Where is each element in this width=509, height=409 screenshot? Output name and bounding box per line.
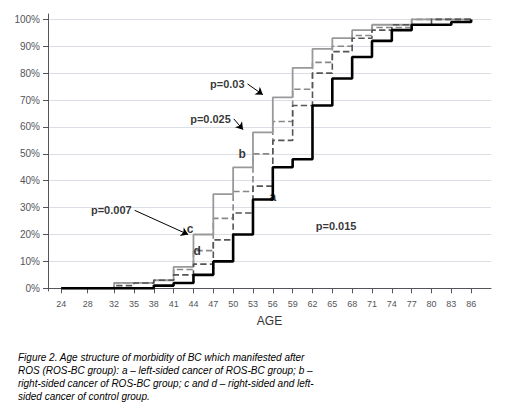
svg-text:77: 77 <box>407 299 417 309</box>
svg-text:32: 32 <box>109 299 119 309</box>
svg-text:60%: 60% <box>20 121 40 132</box>
svg-text:50: 50 <box>228 299 238 309</box>
svg-text:right-sided cancer of ROS-BC g: right-sided cancer of ROS-BC group; c an… <box>18 378 314 389</box>
svg-text:90%: 90% <box>20 41 40 52</box>
svg-text:59: 59 <box>288 299 298 309</box>
svg-text:24: 24 <box>56 299 66 309</box>
svg-text:30%: 30% <box>20 202 40 213</box>
svg-text:20%: 20% <box>20 229 40 240</box>
svg-text:a: a <box>270 190 277 204</box>
svg-text:sided cancer of control group.: sided cancer of control group. <box>18 391 150 402</box>
svg-text:35: 35 <box>129 299 139 309</box>
svg-text:40%: 40% <box>20 175 40 186</box>
svg-text:c: c <box>187 222 194 236</box>
svg-text:p=0.025: p=0.025 <box>190 113 231 125</box>
svg-text:80%: 80% <box>20 68 40 79</box>
svg-text:80: 80 <box>426 299 436 309</box>
svg-text:41: 41 <box>169 299 179 309</box>
svg-text:83: 83 <box>446 299 456 309</box>
svg-text:p=0.015: p=0.015 <box>316 220 357 232</box>
svg-text:56: 56 <box>268 299 278 309</box>
svg-text:10%: 10% <box>20 256 40 267</box>
svg-text:p=0.007: p=0.007 <box>91 204 132 216</box>
svg-text:100%: 100% <box>14 14 40 25</box>
svg-text:62: 62 <box>307 299 317 309</box>
svg-text:47: 47 <box>208 299 218 309</box>
svg-text:p=0.03: p=0.03 <box>210 78 245 90</box>
svg-text:74: 74 <box>387 299 397 309</box>
svg-text:68: 68 <box>347 299 357 309</box>
svg-text:ROS (ROS-BC group): a – left-s: ROS (ROS-BC group): a – left-sided cance… <box>18 365 313 376</box>
svg-text:70%: 70% <box>20 95 40 106</box>
svg-text:28: 28 <box>83 299 93 309</box>
svg-text:Figure 2. Age structure of mor: Figure 2. Age structure of morbidity of … <box>18 352 305 363</box>
svg-text:AGE: AGE <box>257 314 282 328</box>
svg-text:65: 65 <box>327 299 337 309</box>
svg-text:d: d <box>193 244 200 258</box>
svg-text:86: 86 <box>466 299 476 309</box>
svg-text:b: b <box>238 147 245 161</box>
svg-text:50%: 50% <box>20 148 40 159</box>
svg-text:71: 71 <box>367 299 377 309</box>
svg-text:44: 44 <box>188 299 198 309</box>
svg-text:38: 38 <box>149 299 159 309</box>
svg-text:0%: 0% <box>26 283 41 294</box>
svg-text:53: 53 <box>248 299 258 309</box>
